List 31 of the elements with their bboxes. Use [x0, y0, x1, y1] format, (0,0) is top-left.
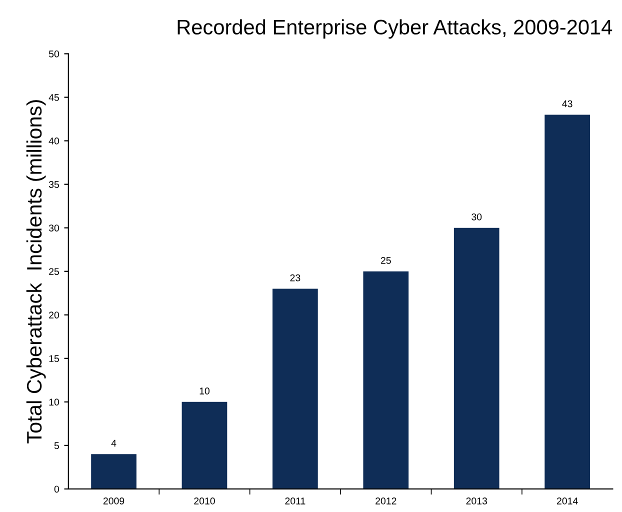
y-tick-label: 40 — [48, 138, 60, 144]
y-tick-label: 0 — [54, 486, 60, 493]
y-tick-label: 20 — [49, 312, 60, 318]
y-tick-label: 25 — [49, 268, 59, 275]
chart-title: Recorded Enterprise Cyber Attacks, 2009-2014 — [178, 19, 612, 39]
data-label: 30 — [472, 213, 482, 220]
data-label: 23 — [290, 274, 300, 282]
bar — [182, 402, 228, 489]
data-label: 25 — [380, 257, 391, 264]
data-label: 43 — [562, 100, 572, 108]
bar — [91, 454, 136, 489]
y-tick-label: 30 — [48, 224, 60, 232]
x-tick-label: 2012 — [376, 498, 396, 504]
y-axis-title: Total Cyberattack Incidents (millions) — [26, 100, 46, 444]
bar — [454, 228, 500, 489]
y-tick-label: 15 — [49, 355, 59, 362]
data-label: 4 — [111, 440, 116, 447]
bar — [363, 271, 409, 489]
x-tick-label: 2010 — [194, 498, 215, 504]
x-tick-label: 2009 — [103, 498, 124, 504]
bar — [272, 288, 318, 489]
y-tick-label: 45 — [48, 94, 59, 101]
y-tick-label: 10 — [49, 398, 60, 406]
y-tick-label: 35 — [48, 181, 59, 188]
x-tick-label: 2014 — [556, 498, 578, 504]
y-tick-label: 50 — [48, 50, 60, 58]
data-label: 10 — [200, 388, 210, 394]
x-tick-label: 2013 — [466, 498, 487, 504]
y-tick-label: 5 — [54, 442, 59, 450]
bar — [544, 114, 590, 489]
x-tick-label: 2011 — [285, 498, 306, 504]
